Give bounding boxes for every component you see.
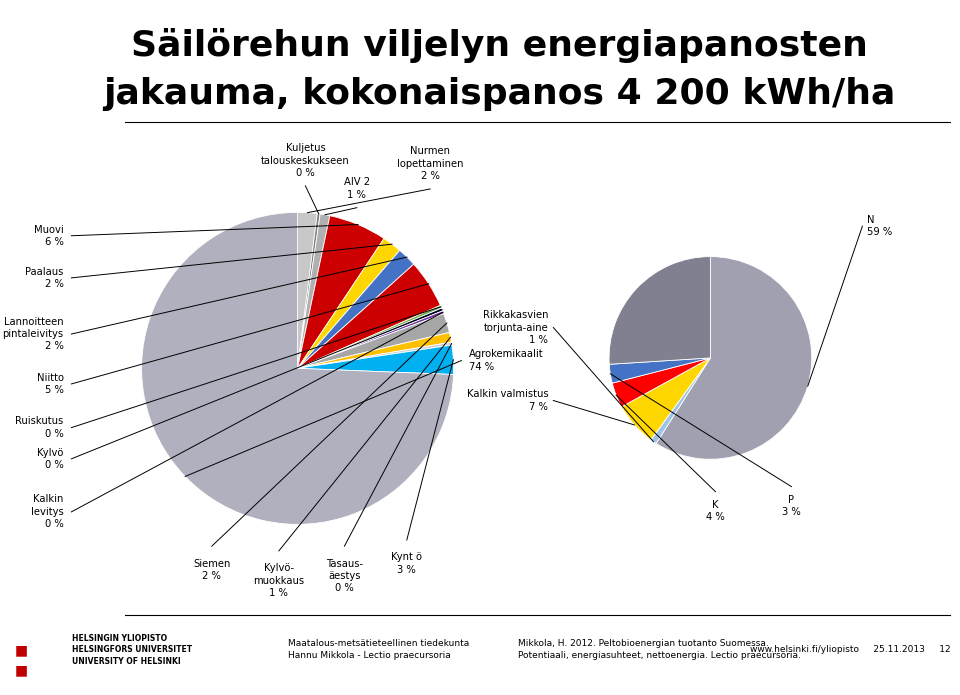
Wedge shape xyxy=(298,238,399,368)
Text: Kylvö-
muokkaus
1 %: Kylvö- muokkaus 1 % xyxy=(253,564,304,598)
Text: HELSINGIN YLIOPISTO
HELSINGFORS UNIVERSITET
UNIVERSITY OF HELSINKI: HELSINGIN YLIOPISTO HELSINGFORS UNIVERSI… xyxy=(72,634,192,666)
Text: Kalkin valmistus
7 %: Kalkin valmistus 7 % xyxy=(467,389,548,411)
Text: Niitto
5 %: Niitto 5 % xyxy=(36,373,63,395)
Text: Kalkin
levitys
0 %: Kalkin levitys 0 % xyxy=(31,494,63,530)
Wedge shape xyxy=(298,313,449,368)
Wedge shape xyxy=(298,332,451,368)
Text: Siemen
2 %: Siemen 2 % xyxy=(193,559,230,581)
Wedge shape xyxy=(298,342,452,368)
Text: N
59 %: N 59 % xyxy=(868,215,893,238)
Text: ■: ■ xyxy=(14,664,28,678)
Wedge shape xyxy=(142,213,453,524)
Wedge shape xyxy=(298,311,444,368)
Wedge shape xyxy=(298,250,414,368)
Wedge shape xyxy=(612,358,710,407)
Text: Muovi
6 %: Muovi 6 % xyxy=(34,224,63,247)
Wedge shape xyxy=(622,358,710,440)
Wedge shape xyxy=(609,256,710,364)
Wedge shape xyxy=(651,358,710,443)
Text: ■: ■ xyxy=(14,643,28,657)
Text: Tasaus-
äestys
0 %: Tasaus- äestys 0 % xyxy=(325,559,363,594)
Wedge shape xyxy=(298,345,453,375)
Text: Lannoitteen
pintaleivitys
2 %: Lannoitteen pintaleivitys 2 % xyxy=(3,317,63,352)
Text: Ruiskutus
0 %: Ruiskutus 0 % xyxy=(15,416,63,439)
Wedge shape xyxy=(298,308,443,368)
Text: Kylvö
0 %: Kylvö 0 % xyxy=(37,448,63,470)
Text: Kynt ö
3 %: Kynt ö 3 % xyxy=(392,553,422,575)
Text: Nurmen
lopettaminen
2 %: Nurmen lopettaminen 2 % xyxy=(396,147,464,181)
Wedge shape xyxy=(298,214,330,368)
Wedge shape xyxy=(610,358,710,383)
Wedge shape xyxy=(298,213,321,368)
Text: K
4 %: K 4 % xyxy=(707,500,725,522)
Text: Rikkakasvien
torjunta-aine
1 %: Rikkakasvien torjunta-aine 1 % xyxy=(483,310,548,345)
Text: Agrokemikaalit
74 %: Agrokemikaalit 74 % xyxy=(469,350,543,372)
Text: jakauma, kokonaispanos 4 200 kWh/ha: jakauma, kokonaispanos 4 200 kWh/ha xyxy=(103,77,896,111)
Text: Säilörehun viljelyn energiapanosten: Säilörehun viljelyn energiapanosten xyxy=(131,28,868,63)
Text: Maatalous-metsätieteellinen tiedekunta
Hannu Mikkola - Lectio praecursoria: Maatalous-metsätieteellinen tiedekunta H… xyxy=(288,639,469,660)
Wedge shape xyxy=(656,256,812,459)
Text: www.helsinki.fi/yliopisto     25.11.2013     12: www.helsinki.fi/yliopisto 25.11.2013 12 xyxy=(750,646,950,654)
Wedge shape xyxy=(298,305,442,368)
Wedge shape xyxy=(298,213,317,368)
Text: AIV 2
1 %: AIV 2 1 % xyxy=(344,177,370,200)
Text: Paalaus
2 %: Paalaus 2 % xyxy=(25,267,63,289)
Text: Kuljetus
talouskeskukseen
0 %: Kuljetus talouskeskukseen 0 % xyxy=(261,143,349,178)
Text: Mikkola, H. 2012. Peltobioenergian tuotanto Suomessa.
Potentiaali, energiasuhtee: Mikkola, H. 2012. Peltobioenergian tuota… xyxy=(518,639,802,660)
Text: P
3 %: P 3 % xyxy=(782,495,801,517)
Wedge shape xyxy=(298,215,384,368)
Wedge shape xyxy=(298,264,441,368)
